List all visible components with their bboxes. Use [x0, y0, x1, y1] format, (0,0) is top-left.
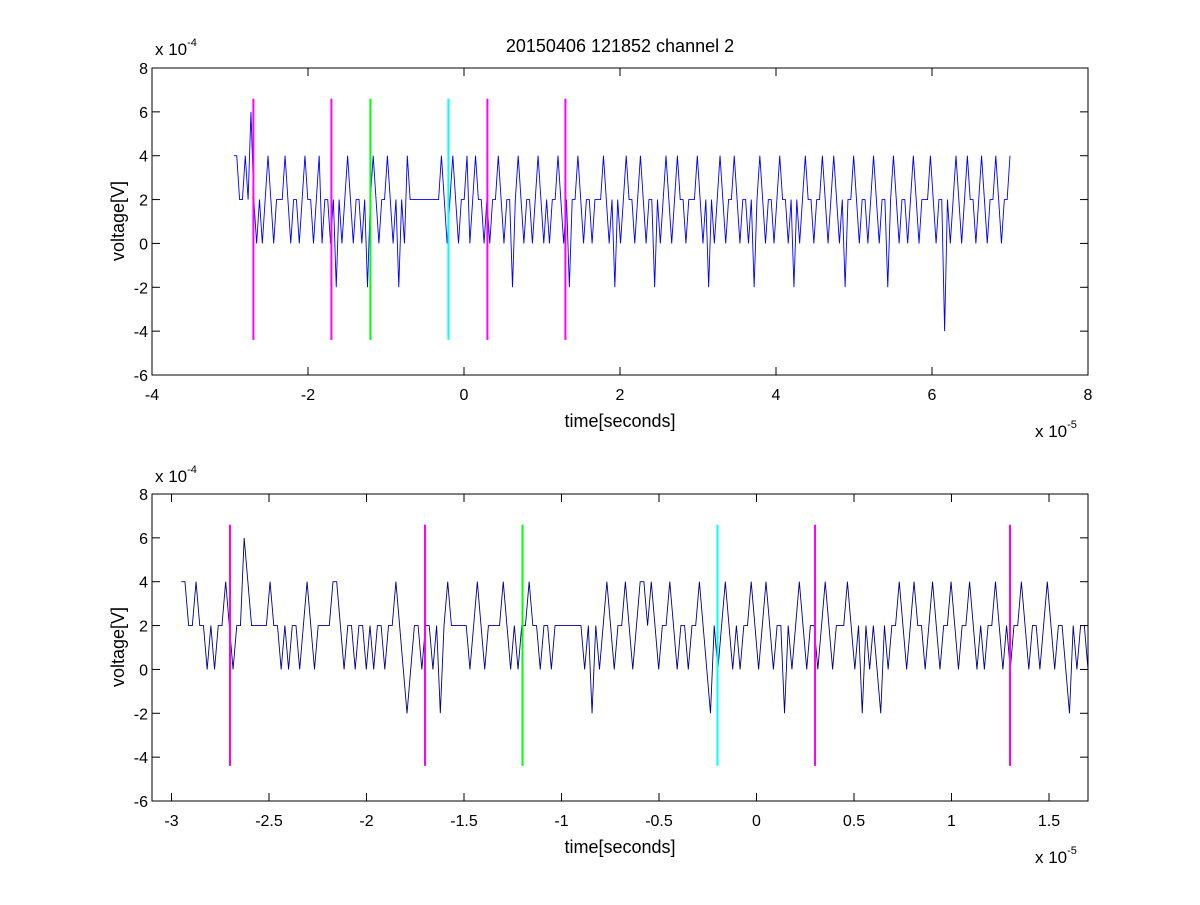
top-x-ticks: -4 -2 0 2 4 6 8: [145, 68, 1093, 404]
bottom-y-exponent-base: x 10: [155, 467, 187, 486]
top-y-tick-label: -4: [134, 324, 148, 341]
bottom-x-ticks: -3 -2.5 -2 -1.5 -1 -0.5 0 0.5 1 1.5: [164, 494, 1060, 830]
bottom-x-tick-label: -3: [164, 813, 178, 830]
top-x-exponent-base: x 10: [1035, 422, 1067, 441]
bottom-y-tick-label: -6: [134, 794, 148, 811]
bottom-plot-area: [181, 524, 1089, 766]
top-y-ticks: -6 -4 -2 0 2 4 6 8: [134, 61, 1088, 385]
bottom-signal-trace: [181, 537, 1089, 714]
bottom-y-tick-label: -4: [134, 750, 148, 767]
bottom-x-tick-label: -2.5: [255, 813, 283, 830]
bottom-x-tick-label: -1.5: [450, 813, 478, 830]
bottom-y-axis-label: voltage[V]: [108, 607, 128, 687]
top-x-tick-label: -4: [145, 387, 159, 404]
bottom-y-tick-label: 4: [139, 575, 148, 592]
bottom-x-tick-label: 0: [752, 813, 761, 830]
top-signal-trace: [233, 111, 1011, 332]
top-axes: -4 -2 0 2 4 6 8 -6 -4 -2 0 2 4 6 8 time[seconds] volt…: [108, 37, 1093, 441]
bottom-y-ticks: -6 -4 -2 0 2 4 6 8: [134, 487, 1088, 811]
top-y-exponent-base: x 10: [155, 40, 187, 59]
top-x-tick-label: -2: [301, 387, 315, 404]
top-x-exponent-power: -5: [1067, 419, 1077, 431]
top-x-tick-label: 4: [772, 387, 781, 404]
top-y-tick-label: 8: [139, 61, 148, 78]
top-y-tick-label: 4: [139, 149, 148, 166]
bottom-y-tick-label: 0: [139, 662, 148, 679]
top-x-tick-label: 8: [1084, 387, 1093, 404]
top-y-tick-label: 0: [139, 236, 148, 253]
bottom-x-exponent: x 10-5: [1035, 845, 1077, 867]
top-x-tick-label: 6: [928, 387, 937, 404]
figure-title: 20150406 121852 channel 2: [506, 36, 734, 56]
top-x-tick-label: 0: [460, 387, 469, 404]
bottom-y-tick-label: 6: [139, 531, 148, 548]
bottom-x-tick-label: 0.5: [843, 813, 865, 830]
top-y-tick-label: -2: [134, 280, 148, 297]
bottom-y-tick-label: 2: [139, 619, 148, 636]
bottom-x-tick-label: -1: [554, 813, 568, 830]
bottom-x-exponent-power: -5: [1067, 845, 1077, 857]
bottom-x-tick-label: 1: [947, 813, 956, 830]
bottom-y-tick-label: -2: [134, 706, 148, 723]
bottom-axes: -3 -2.5 -2 -1.5 -1 -0.5 0 0.5 1 1.5 -6 -4 -2 0 2 4 6 8 t…: [108, 464, 1089, 867]
bottom-x-tick-label: -2: [359, 813, 373, 830]
top-x-axis-label: time[seconds]: [564, 411, 675, 431]
bottom-x-tick-label: -0.5: [645, 813, 673, 830]
bottom-x-axis-label: time[seconds]: [564, 837, 675, 857]
top-y-exponent: x 10-4: [155, 37, 197, 59]
top-x-exponent: x 10-5: [1035, 419, 1077, 441]
top-x-tick-label: 2: [616, 387, 625, 404]
top-y-exponent-power: -4: [187, 37, 197, 49]
bottom-y-exponent-power: -4: [187, 464, 197, 476]
bottom-y-tick-label: 8: [139, 487, 148, 504]
bottom-axes-box: [151, 493, 1089, 802]
top-y-tick-label: 2: [139, 193, 148, 210]
bottom-x-tick-label: 1.5: [1038, 813, 1060, 830]
top-y-tick-label: 6: [139, 105, 148, 122]
top-y-axis-label: voltage[V]: [108, 181, 128, 261]
bottom-x-exponent-base: x 10: [1035, 848, 1067, 867]
top-plot-area: [233, 98, 1011, 340]
top-y-tick-label: -6: [134, 368, 148, 385]
bottom-y-exponent: x 10-4: [155, 464, 197, 486]
